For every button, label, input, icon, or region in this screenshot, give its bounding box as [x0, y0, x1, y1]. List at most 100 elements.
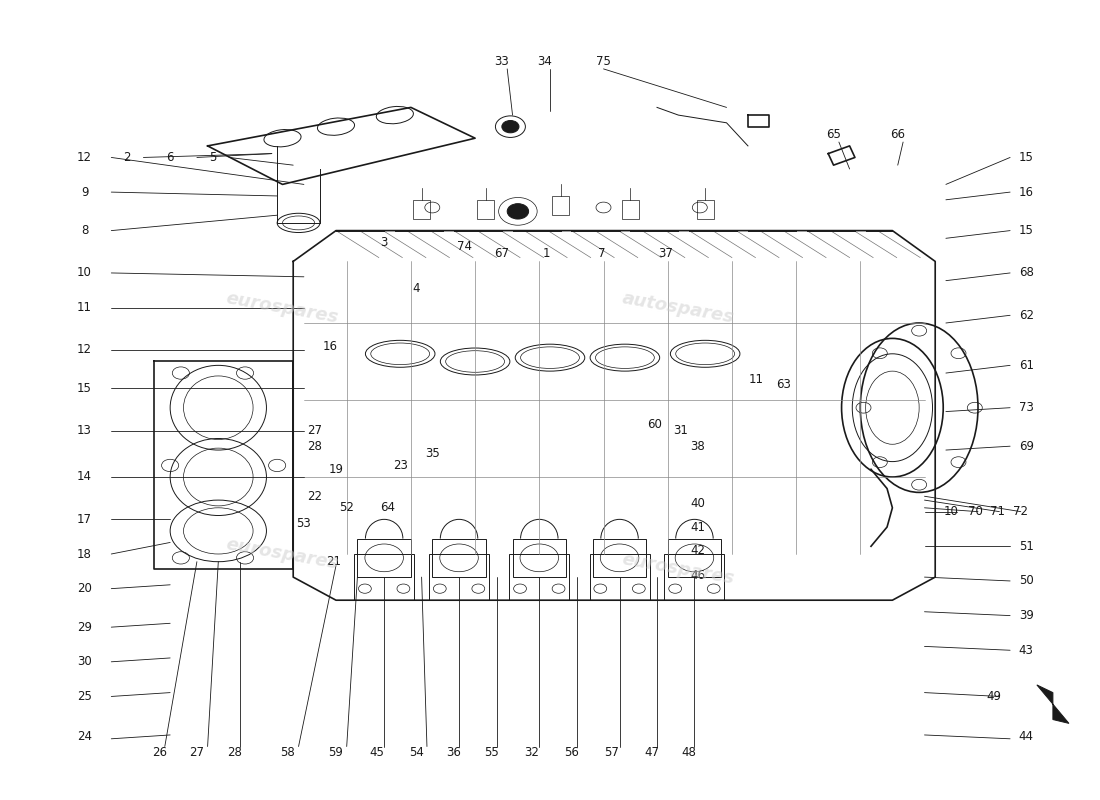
Text: 22: 22	[307, 490, 322, 502]
Text: 61: 61	[1019, 359, 1034, 372]
Text: 41: 41	[690, 521, 705, 534]
Text: eurospares: eurospares	[224, 289, 340, 326]
Bar	[513, 538, 566, 577]
Text: 65: 65	[826, 128, 842, 141]
Bar	[354, 554, 414, 600]
Text: 28: 28	[227, 746, 242, 759]
Text: 15: 15	[1019, 151, 1034, 164]
Text: 17: 17	[77, 513, 92, 526]
Text: 39: 39	[1019, 609, 1034, 622]
Text: eurospares: eurospares	[224, 535, 340, 573]
Text: 72: 72	[1013, 505, 1028, 518]
Text: 18: 18	[77, 547, 92, 561]
Text: 53: 53	[297, 517, 311, 530]
Text: 40: 40	[690, 498, 705, 510]
Text: 15: 15	[1019, 224, 1034, 237]
Circle shape	[502, 121, 519, 133]
Text: 59: 59	[329, 746, 343, 759]
Text: 23: 23	[393, 459, 408, 472]
Text: 34: 34	[537, 54, 552, 68]
Text: 12: 12	[77, 151, 92, 164]
Text: 67: 67	[494, 247, 509, 260]
Bar	[593, 538, 647, 577]
Text: 7: 7	[597, 247, 605, 260]
Text: 68: 68	[1019, 266, 1034, 279]
Text: 57: 57	[605, 746, 619, 759]
Text: 12: 12	[77, 343, 92, 357]
Text: 9: 9	[80, 186, 88, 198]
Text: 32: 32	[525, 746, 539, 759]
Text: 64: 64	[379, 502, 395, 514]
Text: 16: 16	[323, 339, 338, 353]
Text: 66: 66	[890, 128, 905, 141]
Text: 21: 21	[327, 555, 341, 568]
Text: 11: 11	[77, 301, 92, 314]
Bar	[621, 200, 639, 219]
Text: 44: 44	[1019, 730, 1034, 743]
Text: 15: 15	[77, 382, 92, 395]
Text: 75: 75	[596, 54, 611, 68]
Bar	[429, 554, 490, 600]
Bar	[590, 554, 649, 600]
Text: 52: 52	[339, 502, 354, 514]
Text: 6: 6	[166, 151, 174, 164]
Text: 50: 50	[1019, 574, 1034, 587]
Bar	[696, 200, 714, 219]
Text: 43: 43	[1019, 644, 1034, 657]
Text: 42: 42	[690, 544, 705, 557]
Text: 56: 56	[564, 746, 579, 759]
Bar	[358, 538, 411, 577]
Text: 26: 26	[152, 746, 167, 759]
Text: 5: 5	[209, 151, 217, 164]
Bar	[412, 200, 430, 219]
Text: 24: 24	[77, 730, 92, 743]
Text: 28: 28	[307, 440, 322, 453]
Text: 55: 55	[484, 746, 498, 759]
Bar	[477, 200, 494, 219]
Text: 63: 63	[776, 378, 791, 391]
Text: 11: 11	[749, 373, 764, 386]
Text: 13: 13	[77, 424, 92, 438]
Text: 27: 27	[307, 424, 322, 438]
Text: 71: 71	[990, 505, 1004, 518]
Text: 31: 31	[673, 424, 688, 438]
Text: autospares: autospares	[620, 289, 736, 326]
Text: 16: 16	[1019, 186, 1034, 198]
Text: 58: 58	[280, 746, 295, 759]
Text: 33: 33	[495, 54, 509, 68]
Text: 2: 2	[123, 151, 131, 164]
Text: 14: 14	[77, 470, 92, 483]
Text: 10: 10	[77, 266, 92, 279]
Text: 19: 19	[329, 462, 343, 476]
Bar	[668, 538, 722, 577]
Text: eurospares: eurospares	[620, 550, 736, 588]
Text: 36: 36	[447, 746, 461, 759]
Text: 73: 73	[1019, 401, 1034, 414]
Text: 51: 51	[1019, 540, 1034, 553]
Text: 20: 20	[77, 582, 92, 595]
Polygon shape	[1037, 685, 1069, 723]
Text: 37: 37	[658, 247, 673, 260]
Text: 25: 25	[77, 690, 92, 703]
Circle shape	[507, 204, 529, 219]
Text: 54: 54	[409, 746, 424, 759]
Text: 70: 70	[968, 505, 983, 518]
Text: 8: 8	[81, 224, 88, 237]
Bar	[432, 538, 486, 577]
Text: 60: 60	[648, 418, 662, 431]
Text: 69: 69	[1019, 440, 1034, 453]
Bar	[664, 554, 725, 600]
Text: 3: 3	[381, 236, 388, 249]
Text: 4: 4	[412, 282, 420, 295]
Text: 27: 27	[189, 746, 205, 759]
Bar	[552, 196, 570, 215]
Text: 30: 30	[77, 655, 92, 668]
Text: 74: 74	[456, 239, 472, 253]
Text: 48: 48	[682, 746, 696, 759]
Text: 1: 1	[543, 247, 550, 260]
Text: 35: 35	[425, 447, 440, 460]
Text: 62: 62	[1019, 309, 1034, 322]
Bar	[509, 554, 570, 600]
Text: 38: 38	[691, 440, 705, 453]
Text: 49: 49	[987, 690, 1002, 703]
